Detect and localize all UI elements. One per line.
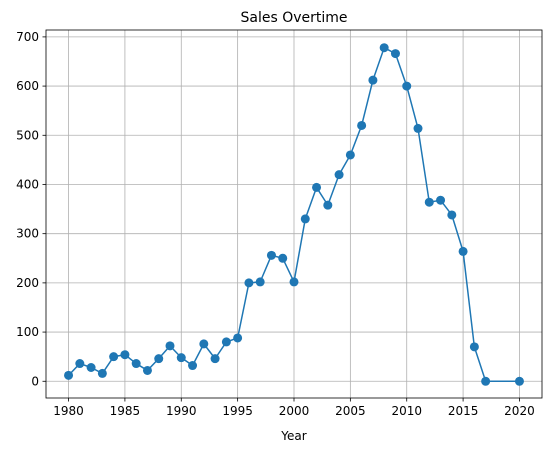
x-axis-label: Year <box>280 429 306 443</box>
data-point <box>132 359 141 368</box>
x-tick-label: 2005 <box>335 404 366 418</box>
data-point <box>222 337 231 346</box>
data-point <box>120 350 129 359</box>
x-tick-label: 2015 <box>448 404 479 418</box>
data-point <box>256 277 265 286</box>
y-tick-label: 100 <box>16 325 39 339</box>
x-tick-label: 1985 <box>110 404 141 418</box>
data-point <box>166 341 175 350</box>
data-point <box>470 342 479 351</box>
x-tick-label: 2010 <box>391 404 422 418</box>
data-point <box>391 49 400 58</box>
grid-lines <box>46 30 542 398</box>
y-tick-label: 400 <box>16 177 39 191</box>
x-axis-ticks: 1980 1985 1990 1995 2000 2005 2010 2015 2020 <box>53 398 534 418</box>
data-point <box>459 247 468 256</box>
y-tick-label: 300 <box>16 227 39 241</box>
data-point <box>425 198 434 207</box>
data-point <box>380 43 389 52</box>
data-point <box>481 377 490 386</box>
data-point <box>312 183 321 192</box>
data-point <box>64 371 73 380</box>
data-point <box>436 196 445 205</box>
x-tick-label: 1995 <box>222 404 253 418</box>
data-point <box>98 369 107 378</box>
y-tick-label: 200 <box>16 276 39 290</box>
data-point <box>290 277 299 286</box>
data-point <box>233 333 242 342</box>
data-point <box>109 352 118 361</box>
data-point <box>143 366 152 375</box>
data-point <box>368 76 377 85</box>
data-point <box>323 201 332 210</box>
y-tick-label: 500 <box>16 128 39 142</box>
data-point <box>154 354 163 363</box>
data-point <box>278 254 287 263</box>
data-point <box>267 251 276 260</box>
x-tick-label: 1980 <box>53 404 84 418</box>
data-point <box>199 339 208 348</box>
data-point <box>414 124 423 133</box>
x-tick-label: 2000 <box>279 404 310 418</box>
y-tick-label: 0 <box>31 374 39 388</box>
data-point <box>515 377 524 386</box>
data-point <box>335 170 344 179</box>
y-tick-label: 700 <box>16 30 39 44</box>
x-tick-label: 1990 <box>166 404 197 418</box>
data-point <box>357 121 366 130</box>
data-point <box>346 150 355 159</box>
data-point <box>87 363 96 372</box>
chart-title: Sales Overtime <box>240 10 347 26</box>
data-point <box>301 214 310 223</box>
data-point <box>402 82 411 91</box>
data-point <box>211 354 220 363</box>
data-point <box>447 210 456 219</box>
x-tick-label: 2020 <box>504 404 535 418</box>
y-axis-ticks: 0 100 200 300 400 500 600 700 <box>16 30 46 388</box>
data-point <box>244 278 253 287</box>
y-tick-label: 600 <box>16 79 39 93</box>
data-point <box>188 361 197 370</box>
data-point <box>177 353 186 362</box>
data-point <box>75 359 84 368</box>
